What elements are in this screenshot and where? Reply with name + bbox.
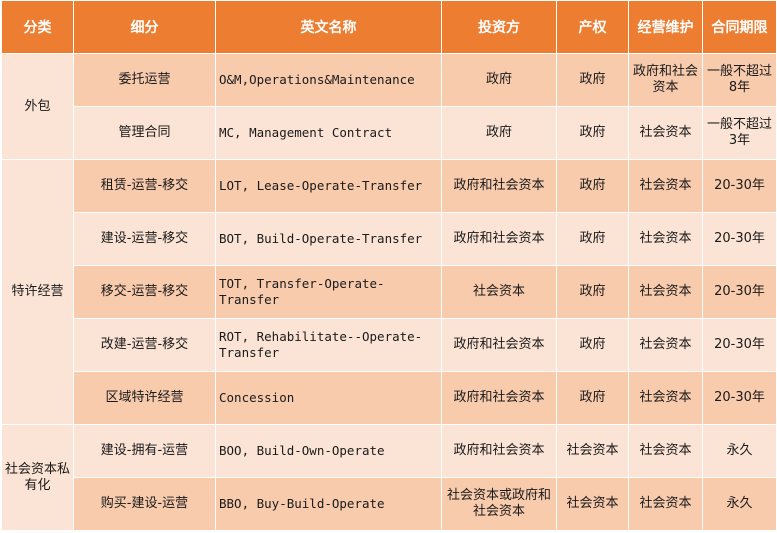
english-name-cell: BOT, Build-Operate-Transfer xyxy=(215,212,442,266)
subcategory-cell: 购买-建设-运营 xyxy=(73,477,216,531)
investor-cell: 政府和社会资本 xyxy=(441,212,557,266)
operation-cell: 社会资本 xyxy=(628,159,703,213)
header-row: 分类 细分 英文名称 投资方 产权 经营维护 合同期限 xyxy=(1,0,777,54)
header-subcategory: 细分 xyxy=(73,0,216,54)
table-row: 建设-运营-移交 BOT, Build-Operate-Transfer 政府和… xyxy=(2,212,777,266)
operation-cell: 政府和社会资本 xyxy=(628,53,703,107)
term-cell: 永久 xyxy=(702,424,777,478)
operation-cell: 社会资本 xyxy=(628,212,703,266)
english-name-cell: LOT, Lease-Operate-Transfer xyxy=(215,159,442,213)
table-row: 社会资本私有化 建设-拥有-运营 BOO, Build-Own-Operate … xyxy=(1,424,777,531)
investor-cell: 社会资本或政府和社会资本 xyxy=(441,477,557,531)
term-cell: 20-30年 xyxy=(702,159,777,213)
table-row: 特许经营 租赁-运营-移交 LOT, Lease-Operate-Transfe… xyxy=(1,159,777,425)
category-cell: 特许经营 xyxy=(1,159,74,425)
property-cell: 政府 xyxy=(556,318,629,372)
investor-cell: 政府 xyxy=(441,53,557,107)
english-name-cell: BBO, Buy-Build-Operate xyxy=(215,477,442,531)
operation-cell: 社会资本 xyxy=(628,265,703,319)
header-category: 分类 xyxy=(1,0,74,54)
header-investor: 投资方 xyxy=(441,0,557,54)
term-cell: 一般不超过3年 xyxy=(702,106,777,160)
table-row: 管理合同 MC, Management Contract 政府 政府 社会资本 … xyxy=(2,106,777,160)
english-name-cell: ROT, Rehabilitate--Operate-Transfer xyxy=(215,318,442,372)
property-cell: 社会资本 xyxy=(556,477,629,531)
operation-cell: 社会资本 xyxy=(628,424,703,478)
english-name-cell: O&M,Operations&Maintenance xyxy=(215,53,442,107)
investor-cell: 政府和社会资本 xyxy=(441,318,557,372)
subcategory-cell: 建设-拥有-运营 xyxy=(73,424,216,478)
operation-cell: 社会资本 xyxy=(628,106,703,160)
property-cell: 政府 xyxy=(556,212,629,266)
header-contract-term: 合同期限 xyxy=(702,0,777,54)
subcategory-cell: 改建-运营-移交 xyxy=(73,318,216,372)
subcategory-cell: 移交-运营-移交 xyxy=(73,265,216,319)
table-row: 购买-建设-运营 BBO, Buy-Build-Operate 社会资本或政府和… xyxy=(2,477,777,531)
subcategory-cell: 管理合同 xyxy=(73,106,216,160)
english-name-cell: Concession xyxy=(215,371,442,425)
header-english-name: 英文名称 xyxy=(215,0,442,54)
english-name-cell: BOO, Build-Own-Operate xyxy=(215,424,442,478)
term-cell: 20-30年 xyxy=(702,371,777,425)
term-cell: 一般不超过8年 xyxy=(702,53,777,107)
investor-cell: 社会资本 xyxy=(441,265,557,319)
table-row: 外包 委托运营 O&M,Operations&Maintenance 政府 政府… xyxy=(1,53,777,160)
investor-cell: 政府 xyxy=(441,106,557,160)
category-cell: 社会资本私有化 xyxy=(1,424,74,531)
operation-cell: 社会资本 xyxy=(628,477,703,531)
operation-cell: 社会资本 xyxy=(628,371,703,425)
operation-cell: 社会资本 xyxy=(628,318,703,372)
subcategory-cell: 建设-运营-移交 xyxy=(73,212,216,266)
category-cell: 外包 xyxy=(1,53,74,160)
term-cell: 永久 xyxy=(702,477,777,531)
investor-cell: 政府和社会资本 xyxy=(441,371,557,425)
table-row: 移交-运营-移交 TOT, Transfer-Operate-Transfer … xyxy=(2,265,777,319)
table-row: 改建-运营-移交 ROT, Rehabilitate--Operate-Tran… xyxy=(2,318,777,372)
investor-cell: 政府和社会资本 xyxy=(441,424,557,478)
property-cell: 政府 xyxy=(556,53,629,107)
table-row: 区域特许经营 Concession 政府和社会资本 政府 社会资本 20-30年 xyxy=(2,371,777,425)
property-cell: 政府 xyxy=(556,371,629,425)
header-property-rights: 产权 xyxy=(556,0,629,54)
subcategory-cell: 区域特许经营 xyxy=(73,371,216,425)
property-cell: 政府 xyxy=(556,159,629,213)
subcategory-cell: 租赁-运营-移交 xyxy=(73,159,216,213)
property-cell: 社会资本 xyxy=(556,424,629,478)
investor-cell: 政府和社会资本 xyxy=(441,159,557,213)
term-cell: 20-30年 xyxy=(702,265,777,319)
english-name-cell: MC, Management Contract xyxy=(215,106,442,160)
term-cell: 20-30年 xyxy=(702,318,777,372)
property-cell: 政府 xyxy=(556,265,629,319)
header-operation: 经营维护 xyxy=(628,0,703,54)
property-cell: 政府 xyxy=(556,106,629,160)
term-cell: 20-30年 xyxy=(702,212,777,266)
english-name-cell: TOT, Transfer-Operate-Transfer xyxy=(215,265,442,319)
subcategory-cell: 委托运营 xyxy=(73,53,216,107)
